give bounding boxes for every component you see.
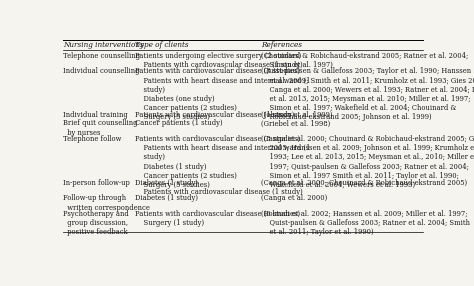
Text: Patients with cardiovascular disease (1 study): Patients with cardiovascular disease (1 …	[135, 111, 294, 119]
Text: Individual training: Individual training	[63, 111, 128, 119]
Text: Psychotherapy and
  group discussion,
  positive feedback: Psychotherapy and group discussion, posi…	[63, 210, 129, 236]
Text: (Canga et al. 2000; Chouinard & Robichaud-ekstrand 2005): (Canga et al. 2000; Chouinard & Robichau…	[262, 179, 468, 187]
Text: Patients with cardiovascular disease (6 studies)
    Surgery (1 study): Patients with cardiovascular disease (6 …	[135, 210, 300, 227]
Text: Nursing interventions: Nursing interventions	[63, 41, 144, 49]
Text: Patients with cardiovascular disease (8 studies)
    Patients with heart disease: Patients with cardiovascular disease (8 …	[135, 135, 310, 189]
Text: Type of clients: Type of clients	[135, 41, 188, 49]
Text: Patients undergoing elective surgery (2 studies)
    Patients with cardiovascula: Patients undergoing elective surgery (2 …	[135, 52, 302, 69]
Text: Follow-up through
  written correspondence: Follow-up through written correspondence	[63, 194, 150, 212]
Text: (Canga et al. 2000): (Canga et al. 2000)	[262, 194, 328, 202]
Text: Telephone follow: Telephone follow	[63, 135, 121, 143]
Text: Patients with cardiovascular disease (8 studies)
    Patients with heart disease: Patients with cardiovascular disease (8 …	[135, 67, 310, 121]
Text: (Johnson et al. 1999): (Johnson et al. 1999)	[262, 111, 333, 119]
Text: Diabetes (1 study): Diabetes (1 study)	[135, 194, 198, 202]
Text: (Bolman et al. 2002; Hanssen et al. 2009; Miller et al. 1997;
    Quist-paulsen : (Bolman et al. 2002; Hanssen et al. 2009…	[262, 210, 471, 236]
Text: In-person follow-up: In-person follow-up	[63, 179, 130, 187]
Text: (Quist-paulsen & Gallefoss 2003; Taylor et al. 1990; Hanssen
    et al. 2009; Sm: (Quist-paulsen & Gallefoss 2003; Taylor …	[262, 67, 474, 121]
Text: Diabetes (1 study)
    Patients with cardiovascular disease (1 study): Diabetes (1 study) Patients with cardiov…	[135, 179, 302, 196]
Text: (Chouinard & Robichaud-ekstrand 2005; Ratner et al. 2004;
    Simon et al. 1997): (Chouinard & Robichaud-ekstrand 2005; Ra…	[262, 52, 469, 69]
Text: References: References	[262, 41, 302, 49]
Text: Telephone counselling: Telephone counselling	[63, 52, 140, 60]
Text: (Canga et al. 2000; Chouinard & Robichaud-ekstrand 2005; Gies
    2005; Hanssen : (Canga et al. 2000; Chouinard & Robichau…	[262, 135, 474, 189]
Text: Cancer patients (1 study): Cancer patients (1 study)	[135, 120, 222, 128]
Text: Brief quit counselling
  by nurses: Brief quit counselling by nurses	[63, 120, 137, 137]
Text: Individual counselling: Individual counselling	[63, 67, 140, 75]
Text: (Griebel et al. 1998): (Griebel et al. 1998)	[262, 120, 331, 128]
